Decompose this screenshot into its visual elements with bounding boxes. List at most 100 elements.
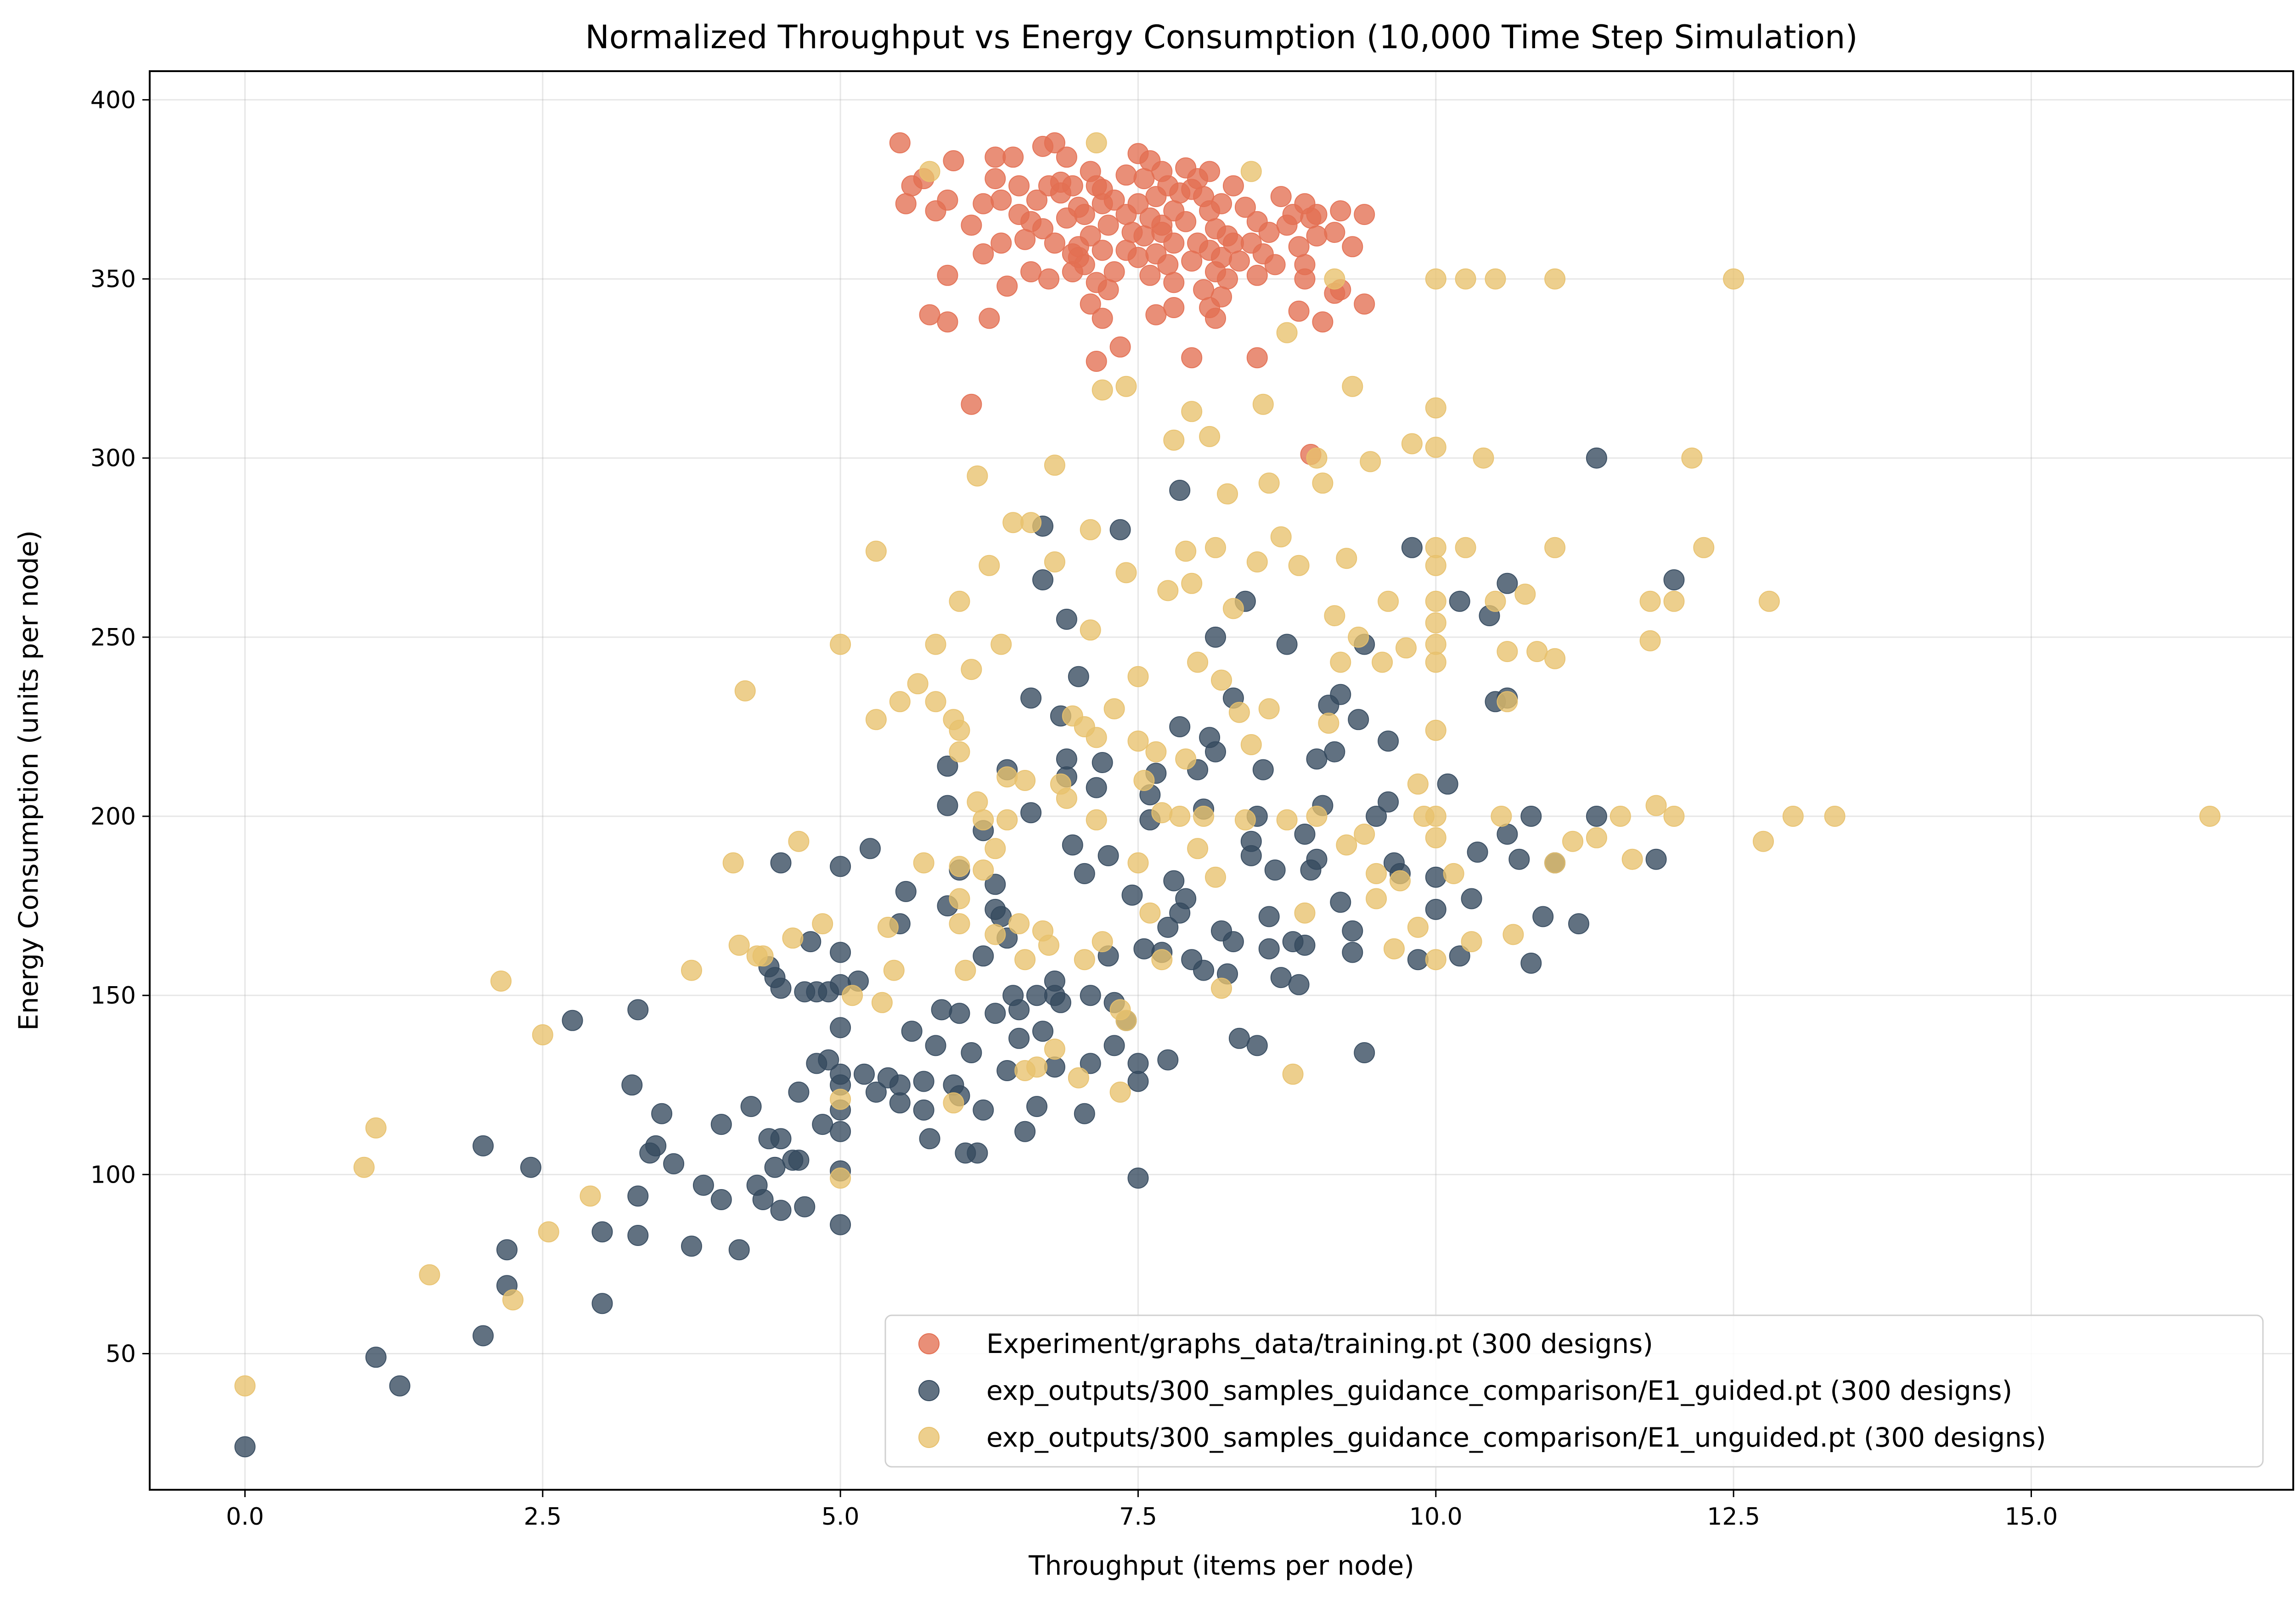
data-point-series-2 xyxy=(1276,634,1298,655)
data-point-series-3 xyxy=(1002,512,1024,533)
data-point-series-3 xyxy=(1425,634,1446,655)
data-point-series-2 xyxy=(740,1096,762,1117)
data-point-series-3 xyxy=(830,1089,851,1110)
data-point-series-3 xyxy=(1681,447,1703,469)
data-point-series-2 xyxy=(389,1375,411,1397)
data-point-series-2 xyxy=(1080,1053,1101,1074)
data-point-series-3 xyxy=(1044,551,1065,572)
data-point-series-3 xyxy=(490,971,512,992)
data-point-series-1 xyxy=(1163,272,1185,293)
data-point-series-3 xyxy=(949,719,970,741)
data-points xyxy=(234,132,2221,1458)
data-point-series-1 xyxy=(1330,200,1351,222)
data-point-series-1 xyxy=(1103,189,1125,211)
data-point-series-3 xyxy=(1485,268,1506,290)
data-point-series-3 xyxy=(1455,268,1476,290)
data-point-series-3 xyxy=(949,913,970,935)
data-point-series-3 xyxy=(1544,537,1566,558)
data-point-series-3 xyxy=(1115,376,1137,397)
data-point-series-3 xyxy=(812,913,833,935)
data-point-series-2 xyxy=(1008,999,1030,1021)
data-point-series-3 xyxy=(502,1289,523,1311)
data-point-series-3 xyxy=(949,888,970,909)
x-tick-label: 5.0 xyxy=(822,1503,860,1531)
data-point-series-3 xyxy=(2199,806,2221,827)
data-point-series-1 xyxy=(973,193,994,214)
data-point-series-3 xyxy=(681,960,702,981)
data-point-series-2 xyxy=(943,1074,964,1096)
data-point-series-2 xyxy=(919,1128,940,1150)
data-point-series-3 xyxy=(1222,598,1244,619)
data-point-series-1 xyxy=(1115,204,1137,225)
data-point-series-3 xyxy=(1205,537,1226,558)
data-point-series-3 xyxy=(1187,651,1209,673)
data-point-series-3 xyxy=(979,555,1000,576)
data-point-series-1 xyxy=(985,146,1006,168)
data-point-series-2 xyxy=(1586,447,1607,469)
legend-label: exp_outputs/300_samples_guidance_compari… xyxy=(986,1375,2012,1406)
data-point-series-3 xyxy=(1378,590,1399,612)
data-point-series-1 xyxy=(1181,250,1203,272)
data-point-series-3 xyxy=(1175,540,1197,562)
data-point-series-2 xyxy=(1044,971,1065,992)
data-point-series-2 xyxy=(651,1103,673,1124)
data-point-series-2 xyxy=(818,1049,839,1071)
data-point-series-2 xyxy=(692,1174,714,1196)
data-point-series-1 xyxy=(1139,264,1161,286)
data-point-series-3 xyxy=(877,916,899,938)
data-point-series-1 xyxy=(1169,182,1191,204)
data-point-series-1 xyxy=(996,275,1018,297)
data-point-series-3 xyxy=(1008,913,1030,935)
data-point-series-2 xyxy=(800,931,822,953)
data-point-series-2 xyxy=(1306,748,1328,770)
data-point-series-2 xyxy=(1366,806,1387,827)
data-point-series-3 xyxy=(1115,1010,1137,1031)
data-point-series-2 xyxy=(710,1114,732,1135)
data-point-series-3 xyxy=(1425,651,1446,673)
data-point-series-2 xyxy=(1020,802,1042,824)
data-point-series-2 xyxy=(562,1010,583,1031)
data-point-series-3 xyxy=(1151,802,1173,824)
data-point-series-2 xyxy=(990,906,1012,927)
data-point-series-2 xyxy=(1080,985,1101,1006)
data-point-series-1 xyxy=(1342,236,1363,258)
data-point-series-2 xyxy=(1169,480,1191,501)
data-point-series-1 xyxy=(937,264,958,286)
data-point-series-3 xyxy=(1199,426,1221,447)
data-point-series-3 xyxy=(1205,866,1226,888)
legend: Experiment/graphs_data/training.pt (300 … xyxy=(884,1314,2264,1468)
data-point-series-3 xyxy=(1526,641,1548,662)
data-point-series-3 xyxy=(782,927,804,949)
data-point-series-3 xyxy=(1562,831,1583,852)
data-point-series-2 xyxy=(1586,806,1607,827)
data-point-series-2 xyxy=(1163,870,1185,892)
data-point-series-3 xyxy=(1139,902,1161,924)
data-point-series-3 xyxy=(1092,379,1113,401)
data-point-series-2 xyxy=(1342,942,1363,963)
y-tick-label: 400 xyxy=(90,86,136,114)
data-point-series-3 xyxy=(1491,806,1512,827)
data-point-series-2 xyxy=(234,1436,256,1458)
data-point-series-3 xyxy=(1324,268,1345,290)
data-point-series-3 xyxy=(1401,433,1423,455)
data-point-series-3 xyxy=(1639,630,1661,651)
data-point-series-2 xyxy=(1205,626,1226,648)
data-point-series-3 xyxy=(1336,834,1357,856)
data-point-series-1 xyxy=(1050,171,1071,193)
data-point-series-2 xyxy=(794,1196,816,1218)
data-point-series-3 xyxy=(1497,691,1518,713)
data-point-series-3 xyxy=(1318,713,1339,734)
data-point-series-3 xyxy=(1425,537,1446,558)
data-point-series-3 xyxy=(1103,698,1125,719)
data-point-series-2 xyxy=(913,1099,934,1121)
data-point-series-2 xyxy=(621,1074,643,1096)
data-point-series-1 xyxy=(1068,236,1089,258)
data-point-series-2 xyxy=(961,1042,982,1063)
data-point-series-1 xyxy=(1288,300,1310,322)
data-point-series-3 xyxy=(1133,770,1155,791)
data-point-series-1 xyxy=(1056,207,1077,229)
data-point-series-3 xyxy=(1270,526,1292,548)
data-point-series-1 xyxy=(1193,279,1215,300)
data-point-series-1 xyxy=(1014,229,1036,250)
data-point-series-1 xyxy=(1115,164,1137,186)
